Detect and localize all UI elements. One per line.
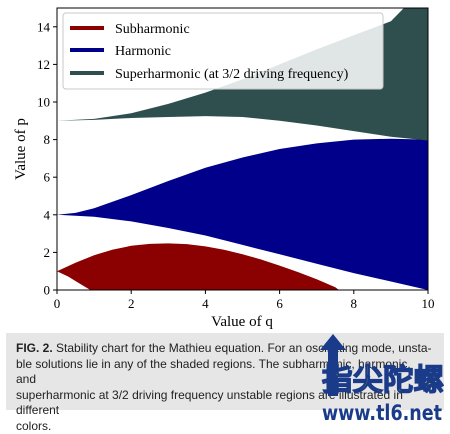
x-tick-label: 4 (202, 296, 209, 311)
watermark-url: www.tl6.net (322, 401, 442, 425)
legend-label-harmonic: Harmonic (115, 44, 171, 59)
y-tick-label: 0 (44, 283, 51, 298)
stability-chart: 0 2 4 6 8 10 0 2 4 6 8 10 12 14 Value of q Value of p… (0, 0, 450, 330)
y-tick-label: 8 (44, 132, 51, 147)
legend-label-superharmonic: Superharmonic (at 3/2 driving frequency) (115, 67, 349, 82)
x-tick-label: 10 (422, 296, 435, 311)
y-tick-label: 6 (44, 170, 51, 185)
caption-label: FIG. 2. (16, 341, 53, 355)
legend: Subharmonic Harmonic Superharmonic (at 3… (63, 13, 383, 89)
x-tick-label: 8 (351, 296, 358, 311)
y-tick-label: 2 (44, 245, 51, 260)
x-tick-label: 6 (276, 296, 283, 311)
y-tick-label: 12 (37, 57, 50, 72)
y-tick-label: 14 (37, 19, 51, 34)
watermark-logo: 指尖陀螺 www.tl6.net (318, 330, 448, 430)
legend-label-subharmonic: Subharmonic (115, 22, 190, 37)
watermark-text: 指尖陀螺 (322, 363, 444, 398)
watermark-arrow-head (320, 334, 346, 350)
y-axis-label: Value of p (13, 118, 29, 180)
x-tick-label: 2 (128, 296, 135, 311)
y-tick-label: 4 (44, 207, 51, 222)
x-axis-label: Value of q (211, 314, 273, 330)
x-tick-label: 0 (54, 296, 61, 311)
y-tick-label: 10 (37, 95, 50, 110)
